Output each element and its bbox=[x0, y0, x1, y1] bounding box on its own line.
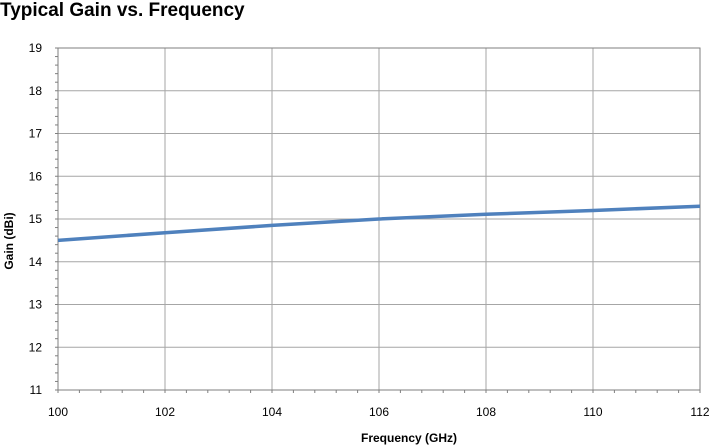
x-tick-label: 108 bbox=[476, 405, 496, 419]
x-tick-label: 104 bbox=[262, 405, 282, 419]
y-axis-title: Gain (dBi) bbox=[2, 212, 16, 269]
y-tick-label: 12 bbox=[29, 340, 43, 354]
y-tick-label: 18 bbox=[29, 84, 43, 98]
y-tick-label: 15 bbox=[29, 212, 43, 226]
y-tick-label: 11 bbox=[30, 383, 43, 397]
y-tick-label: 14 bbox=[29, 255, 43, 269]
x-axis-title: Frequency (GHz) bbox=[361, 431, 457, 445]
y-tick-label: 13 bbox=[29, 298, 43, 312]
chart-title: Typical Gain vs. Frequency bbox=[0, 0, 245, 21]
gain-series-line bbox=[57, 204, 701, 243]
y-tick-label: 19 bbox=[29, 41, 43, 55]
x-tick-label: 110 bbox=[583, 405, 602, 419]
minor-ticks bbox=[55, 47, 701, 393]
x-tick-label: 102 bbox=[155, 405, 175, 419]
series-layer bbox=[57, 204, 701, 243]
x-tick-label: 112 bbox=[690, 405, 709, 419]
y-tick-label: 17 bbox=[29, 127, 43, 141]
x-tick-label: 100 bbox=[48, 405, 68, 419]
x-tick-label: 106 bbox=[369, 405, 389, 419]
x-axis-tick-labels: 100 102 104 106 108 110 112 bbox=[48, 405, 710, 419]
y-axis-tick-labels: 11 12 13 14 15 16 17 18 19 bbox=[29, 41, 43, 397]
y-tick-label: 16 bbox=[29, 169, 43, 183]
